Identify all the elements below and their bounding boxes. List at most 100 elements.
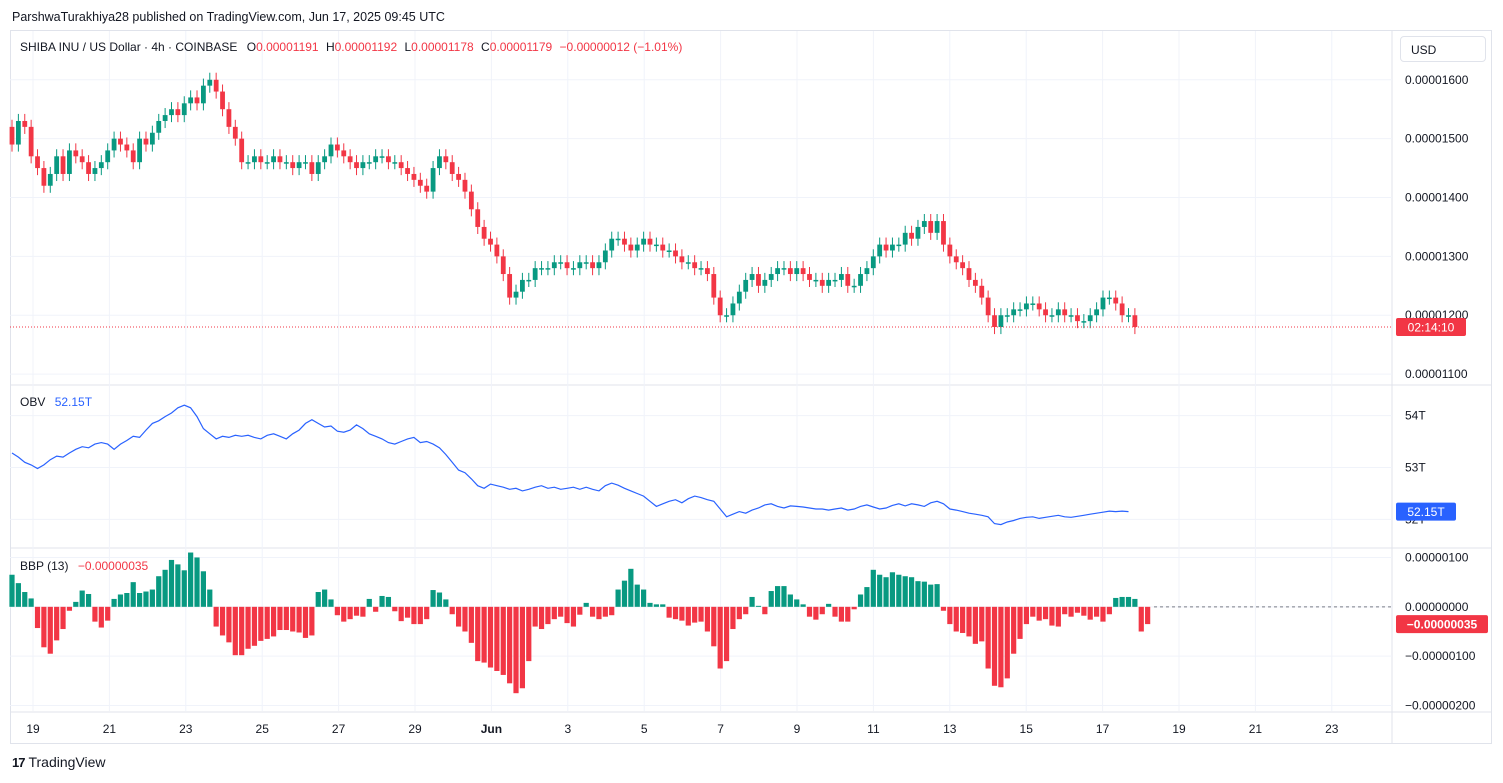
bbp-bar [79,590,85,607]
candle-body [213,79,219,92]
candle-body [354,162,359,169]
bbp-bar [66,606,73,611]
bbp-bar [960,606,966,633]
bbp-bar [207,589,213,607]
bbp-bar [832,606,838,617]
x-tick-label: 15 [1020,722,1034,736]
candle-body [558,262,564,264]
obv-label[interactable]: OBV [20,395,46,409]
candle-body [705,268,710,275]
bbp-bar [98,606,104,628]
candle-body [947,244,953,257]
x-tick-label: 13 [943,722,957,736]
symbol-name[interactable]: SHIBA INU / US Dollar · 4h · COINBASE [20,40,238,54]
bbp-bar [717,606,723,669]
bbp-bar [781,586,787,607]
bbp-bar [979,606,985,642]
bbp-bar [934,584,940,607]
candle-body [481,226,487,239]
candle-body [309,162,315,174]
bbp-bar [22,592,28,607]
bbp-bar [845,606,851,622]
bbp-bar [947,606,953,625]
candle-body [111,138,117,151]
bbp-bar [366,598,372,607]
candle-body [79,156,85,163]
candle-body [1030,303,1036,305]
obv-badge-text: 52.15T [1407,505,1445,519]
bbp-bar [889,572,896,607]
candle-body [832,279,838,282]
bbp-bar [373,606,379,612]
candle-body [15,120,21,145]
x-tick-label: 7 [717,722,724,736]
bbp-bar [60,606,66,630]
bbp-bar [417,606,423,625]
bbp-bar [47,606,53,654]
bbp-bar [360,606,366,617]
bbp-bar [902,576,908,607]
candle-body [513,291,519,298]
bbp-bar [819,606,825,615]
candle-body [653,244,659,247]
bbp-bar [290,606,296,632]
high-label: H [325,40,335,54]
candle-body [787,268,793,275]
candle-body [1024,303,1029,310]
candle-body [303,162,308,164]
bbp-bar [730,606,736,630]
bbp-bar [602,606,608,617]
candle-body [985,297,991,316]
candle-body [28,126,34,157]
candle-body [507,274,513,298]
candle-body [641,238,647,245]
bbp-bar [749,596,755,607]
tradingview-logo-icon[interactable]: 17 [12,754,26,770]
bbp-bar [283,606,289,631]
candle-body [1004,315,1010,317]
candle-body [462,179,468,192]
candle-body [156,120,162,133]
currency-button[interactable]: USD [1400,36,1486,62]
candle-body [488,238,493,245]
candle-body [813,279,819,282]
bbp-bar [9,574,15,607]
bbp-bar [404,606,411,618]
candle-body [1094,309,1099,316]
candle-body [839,274,844,280]
footer-brand[interactable]: TradingView [28,754,106,770]
bbp-bar [653,604,659,607]
bbp-bar [188,552,194,607]
bbp-bar [768,591,774,607]
bbp-bar [277,606,283,631]
bbp-bar [398,606,404,622]
bbp-bar [1100,606,1106,622]
candle-body [424,185,430,192]
candle-body [398,162,404,169]
bbp-bar [315,592,321,607]
low-value: 0.00001178 [411,40,474,54]
open-value: 0.00001191 [256,40,319,54]
bbp-bar [28,598,34,607]
candle-body [953,256,959,263]
bbp-bar [551,606,557,620]
candle-body [1049,315,1055,317]
bbp-bar [449,606,455,615]
bbp-label[interactable]: BBP (13) [20,559,69,573]
candle-body [175,109,181,116]
bbp-bar [1087,606,1093,620]
candle-body [577,262,583,269]
price-tick-label: 0.00001100 [1405,367,1468,381]
candle-body [902,232,908,245]
bbp-bar [558,606,564,617]
bbp-bar [519,606,525,689]
candle-body [596,262,602,269]
candle-body [98,162,104,169]
bbp-bar [239,606,245,656]
bbp-bar [1068,606,1074,617]
bbp-bar [1113,597,1119,607]
candle-body [252,156,257,163]
bbp-bar [111,598,117,607]
candle-body [1132,315,1138,328]
